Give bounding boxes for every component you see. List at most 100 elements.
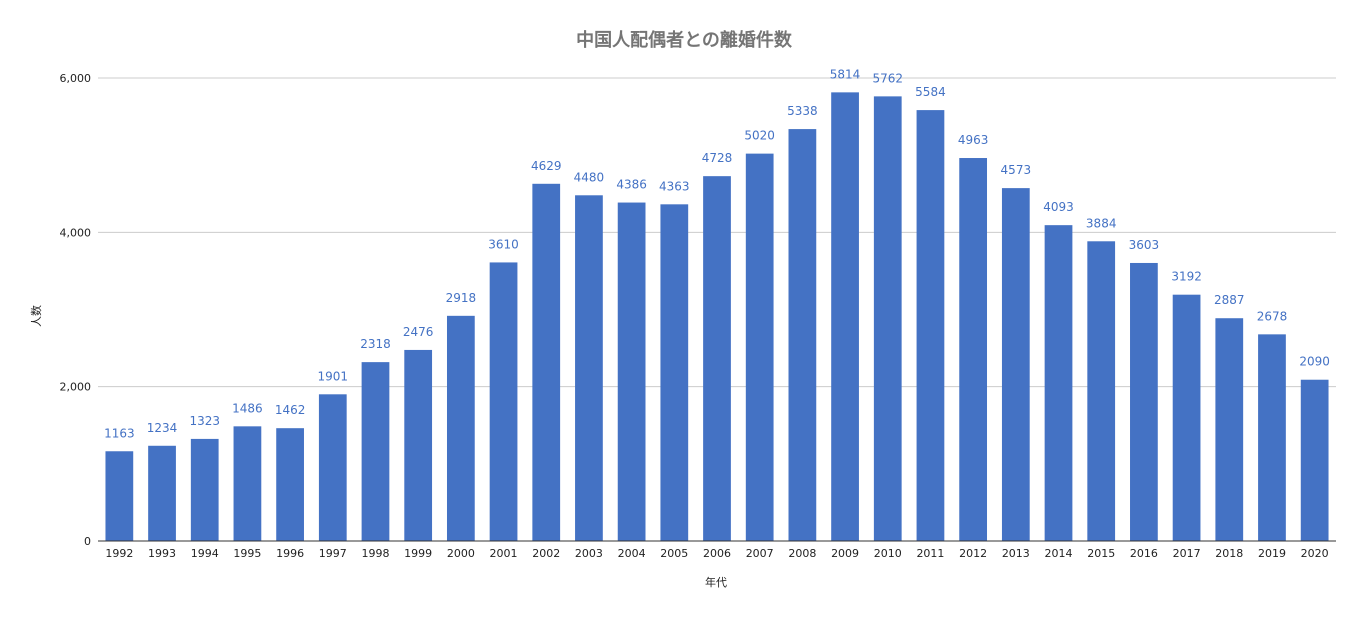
data-label: 4093	[1043, 200, 1074, 214]
data-label: 4629	[531, 159, 562, 173]
x-tick-label: 2019	[1258, 547, 1286, 560]
data-label: 5020	[744, 129, 775, 143]
data-label: 1234	[147, 421, 178, 435]
data-label: 1486	[232, 401, 263, 415]
bar	[1172, 294, 1201, 541]
bar	[361, 362, 390, 541]
bar	[105, 451, 134, 541]
data-label: 3603	[1129, 238, 1160, 252]
bar	[1001, 188, 1030, 542]
x-tick-label: 2008	[788, 547, 816, 560]
bar	[532, 183, 561, 541]
x-tick-label: 2012	[959, 547, 987, 560]
bar	[1258, 334, 1286, 541]
data-label: 2918	[446, 291, 477, 305]
x-axis-ticks: 1992 1993 1994 1995 1996 1997 1998 1999 2000 2001…	[105, 547, 1328, 560]
x-tick-label: 1993	[148, 547, 176, 560]
x-tick-label: 1998	[361, 547, 389, 560]
x-tick-label: 2004	[618, 547, 646, 560]
data-label: 5762	[872, 71, 903, 85]
x-axis-title: 年代	[705, 575, 727, 589]
bar	[959, 158, 988, 541]
data-label: 1163	[104, 426, 135, 440]
bar	[1130, 262, 1158, 541]
bar	[1215, 318, 1244, 541]
data-label: 4728	[702, 151, 733, 165]
x-tick-label: 2014	[1045, 547, 1073, 560]
bar	[233, 426, 262, 541]
x-tick-label: 1992	[105, 547, 133, 560]
y-axis-ticks: 0 2,000 4,000 6,000	[60, 72, 92, 548]
data-label: 4573	[1001, 163, 1032, 177]
data-label: 1462	[275, 403, 306, 417]
bar	[318, 394, 347, 541]
x-tick-label: 2011	[916, 547, 944, 560]
data-label: 2678	[1257, 309, 1288, 323]
data-label: 3610	[488, 237, 519, 251]
data-label: 2476	[403, 325, 434, 339]
data-label: 5584	[915, 85, 946, 99]
data-label: 1323	[189, 414, 220, 428]
bar	[660, 204, 689, 541]
y-tick-label: 4,000	[60, 226, 92, 239]
data-label: 1901	[318, 369, 349, 383]
x-tick-label: 2018	[1215, 547, 1243, 560]
x-tick-label: 2009	[831, 547, 859, 560]
y-axis-title: 人数	[30, 305, 43, 327]
x-tick-label: 1999	[404, 547, 432, 560]
data-label: 4963	[958, 133, 989, 147]
bar	[148, 445, 176, 541]
bar	[831, 92, 859, 541]
y-tick-label: 0	[84, 535, 91, 548]
bar	[575, 195, 603, 541]
x-tick-label: 2006	[703, 547, 731, 560]
bar	[745, 153, 774, 541]
x-tick-label: 1996	[276, 547, 304, 560]
data-label: 5814	[830, 67, 861, 81]
x-tick-label: 2017	[1173, 547, 1201, 560]
chart-title: 中国人配偶者との離婚件数	[576, 29, 793, 51]
y-tick-label: 6,000	[60, 72, 92, 85]
data-label: 4363	[659, 179, 690, 193]
data-labels: 1163 1234 1323 1486 1462 1901 2318 2476 2918 3610…	[104, 67, 1330, 440]
x-tick-label: 2000	[447, 547, 475, 560]
bar	[873, 96, 902, 542]
bar	[788, 129, 817, 541]
data-label: 2090	[1299, 355, 1330, 369]
bar	[1300, 379, 1329, 541]
bar	[1087, 241, 1116, 541]
bar	[190, 438, 219, 541]
data-label: 3192	[1171, 270, 1202, 284]
x-tick-label: 2020	[1301, 547, 1329, 560]
data-label: 2887	[1214, 293, 1245, 307]
bar	[446, 315, 475, 541]
data-label: 4480	[574, 170, 605, 184]
x-tick-label: 2015	[1087, 547, 1115, 560]
x-tick-label: 2005	[660, 547, 688, 560]
x-tick-label: 2007	[746, 547, 774, 560]
bar	[703, 176, 731, 541]
data-label: 4386	[616, 178, 647, 192]
data-label: 2318	[360, 337, 391, 351]
x-tick-label: 1995	[233, 547, 261, 560]
bar	[1044, 225, 1073, 541]
x-tick-label: 1994	[191, 547, 219, 560]
bar	[404, 349, 433, 541]
x-tick-label: 2003	[575, 547, 603, 560]
x-tick-label: 2013	[1002, 547, 1030, 560]
x-tick-label: 2001	[490, 547, 518, 560]
x-tick-label: 2016	[1130, 547, 1158, 560]
x-tick-label: 2010	[874, 547, 902, 560]
bar	[276, 428, 304, 541]
bar	[489, 262, 518, 541]
y-tick-label: 2,000	[60, 381, 92, 394]
data-label: 3884	[1086, 216, 1117, 230]
bar	[916, 110, 945, 542]
x-tick-label: 1997	[319, 547, 347, 560]
bar	[617, 202, 646, 541]
data-label: 5338	[787, 104, 818, 118]
x-tick-label: 2002	[532, 547, 560, 560]
bars	[105, 92, 1329, 542]
